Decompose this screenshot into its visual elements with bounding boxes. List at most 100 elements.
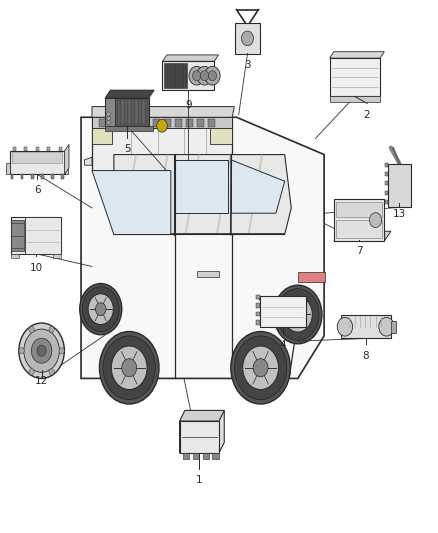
Text: 12: 12 [35, 376, 48, 386]
Bar [11, 174, 14, 179]
Text: 10: 10 [29, 263, 42, 273]
Bar [142, 119, 149, 127]
Bar [330, 58, 380, 96]
Polygon shape [231, 160, 285, 213]
Circle shape [193, 71, 201, 80]
Bar [164, 119, 171, 127]
Circle shape [122, 359, 137, 377]
Bar [388, 164, 411, 207]
Polygon shape [92, 117, 232, 171]
Bar [65, 163, 68, 174]
Bar [61, 174, 64, 179]
Bar [25, 217, 61, 254]
Text: 5: 5 [124, 144, 131, 154]
Circle shape [19, 348, 24, 354]
Circle shape [277, 289, 319, 340]
Polygon shape [81, 117, 324, 378]
Bar [131, 119, 138, 127]
Circle shape [32, 338, 52, 363]
Bar [236, 23, 259, 54]
Bar [164, 63, 187, 88]
Bar [11, 254, 19, 258]
Circle shape [201, 71, 208, 80]
Bar [336, 202, 382, 217]
Bar [125, 100, 127, 124]
Bar [385, 190, 388, 195]
Circle shape [283, 297, 312, 332]
Circle shape [107, 120, 110, 125]
Circle shape [88, 294, 113, 325]
Bar [259, 296, 305, 327]
Bar [41, 174, 44, 179]
Polygon shape [334, 231, 391, 241]
Circle shape [208, 71, 216, 80]
Text: 9: 9 [185, 100, 192, 110]
Circle shape [241, 31, 254, 46]
Bar [193, 453, 199, 459]
Polygon shape [92, 171, 171, 235]
Bar [121, 100, 124, 124]
Bar [162, 61, 214, 90]
Bar [330, 96, 380, 102]
Circle shape [103, 336, 155, 400]
Bar [212, 453, 219, 459]
Polygon shape [298, 272, 325, 282]
Polygon shape [85, 157, 92, 165]
Bar [10, 151, 65, 174]
Circle shape [337, 317, 353, 336]
Circle shape [19, 323, 64, 378]
Circle shape [189, 66, 205, 85]
Circle shape [205, 66, 220, 85]
Bar [385, 200, 388, 204]
Bar [256, 303, 259, 308]
Bar [47, 147, 50, 151]
Bar [128, 100, 131, 124]
Bar [385, 163, 388, 167]
Circle shape [253, 359, 268, 377]
Bar [25, 147, 27, 151]
Text: 7: 7 [356, 246, 363, 256]
Bar [153, 119, 160, 127]
Text: 1: 1 [196, 475, 203, 486]
Bar [142, 100, 145, 124]
Bar [385, 181, 388, 185]
Bar [13, 147, 16, 151]
Polygon shape [330, 52, 385, 58]
Circle shape [369, 213, 382, 228]
Bar [334, 199, 384, 241]
Circle shape [234, 336, 287, 400]
Text: 4: 4 [279, 340, 286, 350]
Bar [36, 147, 39, 151]
Text: 3: 3 [244, 60, 251, 70]
Bar [53, 254, 61, 258]
Bar [11, 217, 61, 254]
Bar [385, 172, 388, 176]
Polygon shape [180, 410, 224, 421]
Bar [114, 100, 117, 124]
Circle shape [29, 326, 34, 333]
Bar [99, 119, 106, 127]
Text: 13: 13 [393, 209, 406, 220]
Polygon shape [175, 160, 228, 213]
Bar [336, 220, 382, 238]
Circle shape [379, 317, 394, 336]
Bar [59, 147, 61, 151]
Bar [186, 119, 193, 127]
Circle shape [80, 284, 122, 335]
Circle shape [111, 346, 147, 390]
Polygon shape [92, 107, 234, 117]
Circle shape [37, 345, 46, 356]
Polygon shape [162, 55, 219, 61]
Circle shape [49, 369, 54, 375]
Bar [197, 119, 204, 127]
Bar [31, 174, 34, 179]
Bar [208, 119, 215, 127]
Bar [118, 100, 120, 124]
Circle shape [29, 369, 34, 375]
Circle shape [82, 287, 119, 332]
Bar [7, 163, 10, 174]
Text: 6: 6 [34, 185, 41, 196]
Circle shape [243, 346, 279, 390]
Bar [132, 100, 134, 124]
Text: 2: 2 [364, 110, 371, 120]
